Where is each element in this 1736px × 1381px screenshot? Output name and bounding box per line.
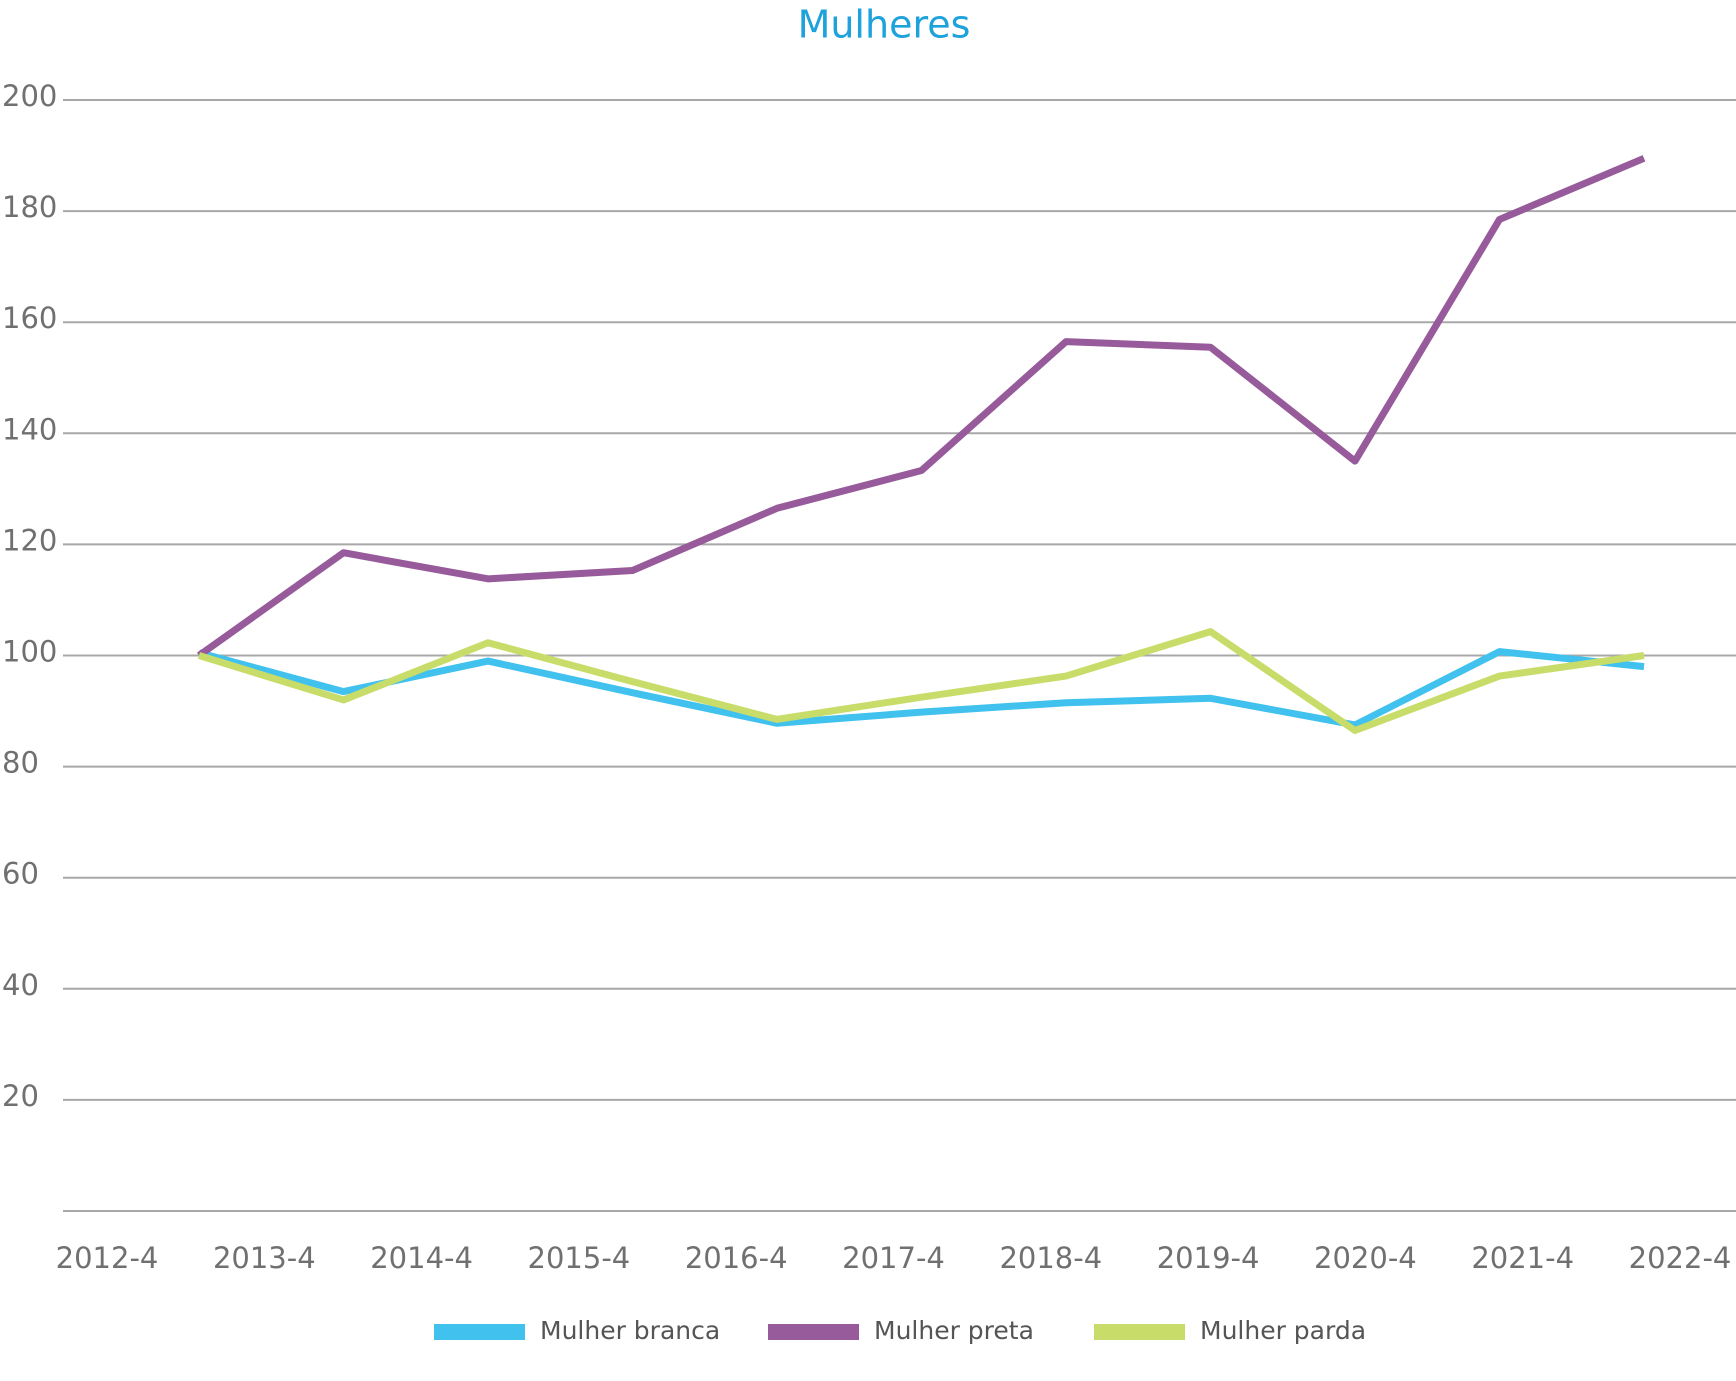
y-tick-label: 160 bbox=[2, 301, 57, 335]
chart-title: Mulheres bbox=[798, 3, 971, 47]
legend-label: Mulher branca bbox=[540, 1316, 720, 1345]
x-tick-label: 2020-4 bbox=[1314, 1241, 1417, 1275]
line-series bbox=[196, 155, 1646, 659]
y-tick-label: 100 bbox=[2, 635, 57, 669]
x-tick-label: 2022-4 bbox=[1629, 1241, 1732, 1275]
legend-label: Mulher preta bbox=[874, 1316, 1034, 1345]
x-tick-label: 2013-4 bbox=[213, 1241, 316, 1275]
x-tick-label: 2015-4 bbox=[528, 1241, 631, 1275]
line-series bbox=[197, 628, 1645, 734]
y-tick-label: 120 bbox=[2, 523, 57, 557]
y-tick-label: 140 bbox=[2, 412, 57, 446]
legend-label: Mulher parda bbox=[1200, 1316, 1366, 1345]
x-tick-label: 2021-4 bbox=[1471, 1241, 1574, 1275]
x-tick-label: 2017-4 bbox=[842, 1241, 945, 1275]
x-tick-label: 2019-4 bbox=[1157, 1241, 1260, 1275]
y-tick-label: 60 bbox=[2, 857, 39, 891]
y-tick-label: 80 bbox=[2, 746, 39, 780]
x-tick-label: 2018-4 bbox=[999, 1241, 1102, 1275]
y-tick-label: 20 bbox=[2, 1079, 39, 1113]
y-tick-label: 180 bbox=[2, 190, 57, 224]
line-series bbox=[198, 648, 1645, 729]
x-tick-label: 2016-4 bbox=[685, 1241, 788, 1275]
y-tick-label: 40 bbox=[2, 968, 39, 1002]
x-tick-label: 2012-4 bbox=[56, 1241, 159, 1275]
x-tick-label: 2014-4 bbox=[370, 1241, 473, 1275]
y-tick-label: 200 bbox=[2, 79, 57, 113]
